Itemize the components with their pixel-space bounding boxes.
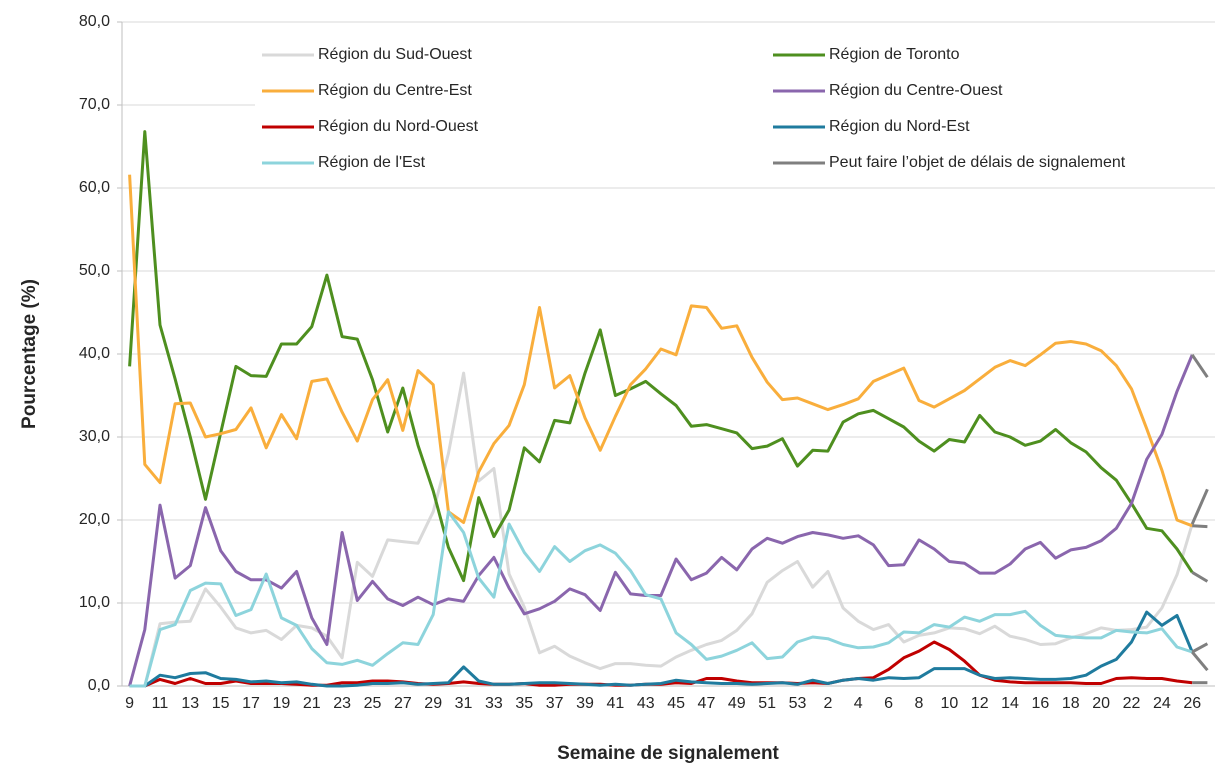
- x-axis-title: Semaine de signalement: [557, 743, 779, 764]
- x-tick-label: 39: [576, 695, 594, 712]
- series-line: [129, 510, 1193, 688]
- x-tick-label: 9: [125, 695, 134, 712]
- x-tick-label: 18: [1062, 695, 1080, 712]
- y-tick-label: 20,0: [79, 511, 110, 528]
- y-tick-label: 70,0: [79, 96, 110, 113]
- x-tick-label: 31: [455, 695, 473, 712]
- legend-label: Région du Nord-Ouest: [318, 118, 479, 135]
- x-tick-label: 53: [789, 695, 807, 712]
- series-line: [128, 130, 1194, 583]
- delayed-line: [1191, 642, 1209, 654]
- delayed-line: [1191, 571, 1209, 583]
- x-tick-label: 35: [515, 695, 533, 712]
- legend-label: Région de Toronto: [829, 46, 960, 63]
- x-tick-label: 25: [364, 695, 382, 712]
- delayed-line: [1192, 524, 1208, 529]
- x-tick-label: 23: [333, 695, 351, 712]
- x-tick-label: 8: [915, 695, 924, 712]
- legend-label: Peut faire l’objet de délais de signalem…: [829, 154, 1126, 171]
- x-tick-label: 10: [940, 695, 958, 712]
- legend-label: Région du Nord-Est: [829, 118, 970, 135]
- x-tick-label: 14: [1001, 695, 1019, 712]
- delayed-line: [1190, 488, 1209, 525]
- x-tick-label: 17: [242, 695, 260, 712]
- x-tick-label: 33: [485, 695, 503, 712]
- y-tick-label: 80,0: [79, 13, 110, 30]
- x-tick-label: 12: [971, 695, 989, 712]
- x-tick-label: 13: [181, 695, 199, 712]
- x-tick-label: 49: [728, 695, 746, 712]
- x-tick-label: 29: [424, 695, 442, 712]
- x-tick-label: 41: [606, 695, 624, 712]
- x-tick-label: 16: [1032, 695, 1050, 712]
- x-tick-label: 21: [303, 695, 321, 712]
- x-tick-label: 43: [637, 695, 655, 712]
- x-tick-label: 22: [1123, 695, 1141, 712]
- x-tick-label: 27: [394, 695, 412, 712]
- delayed-line: [1190, 353, 1209, 379]
- legend-label: Région de l'Est: [318, 154, 426, 171]
- x-tick-label: 26: [1183, 695, 1201, 712]
- x-tick-label: 45: [667, 695, 685, 712]
- y-axis-title: Pourcentage (%): [19, 279, 40, 429]
- x-tick-label: 2: [823, 695, 832, 712]
- y-tick-label: 60,0: [79, 179, 110, 196]
- legend-box: [255, 36, 1230, 178]
- x-tick-label: 15: [212, 695, 230, 712]
- x-tick-label: 24: [1153, 695, 1171, 712]
- x-tick-label: 37: [546, 695, 564, 712]
- y-tick-label: 10,0: [79, 594, 110, 611]
- x-tick-label: 11: [152, 695, 169, 712]
- x-tick-label: 6: [884, 695, 893, 712]
- legend-label: Région du Centre-Est: [318, 82, 472, 99]
- legend-label: Région du Sud-Ouest: [318, 46, 472, 63]
- y-tick-label: 0,0: [88, 677, 110, 694]
- series-line: [129, 610, 1194, 688]
- delayed-line: [1191, 651, 1209, 672]
- legend-label: Région du Centre-Ouest: [829, 82, 1003, 99]
- y-tick-label: 30,0: [79, 428, 110, 445]
- x-tick-label: 47: [698, 695, 716, 712]
- x-tick-label: 20: [1092, 695, 1110, 712]
- x-tick-label: 51: [758, 695, 776, 712]
- y-tick-label: 50,0: [79, 262, 110, 279]
- y-tick-label: 40,0: [79, 345, 110, 362]
- series-line: [129, 371, 1194, 688]
- series-line: [128, 354, 1194, 687]
- x-tick-label: 4: [854, 695, 863, 712]
- series-line: [128, 174, 1193, 528]
- x-tick-label: 19: [272, 695, 290, 712]
